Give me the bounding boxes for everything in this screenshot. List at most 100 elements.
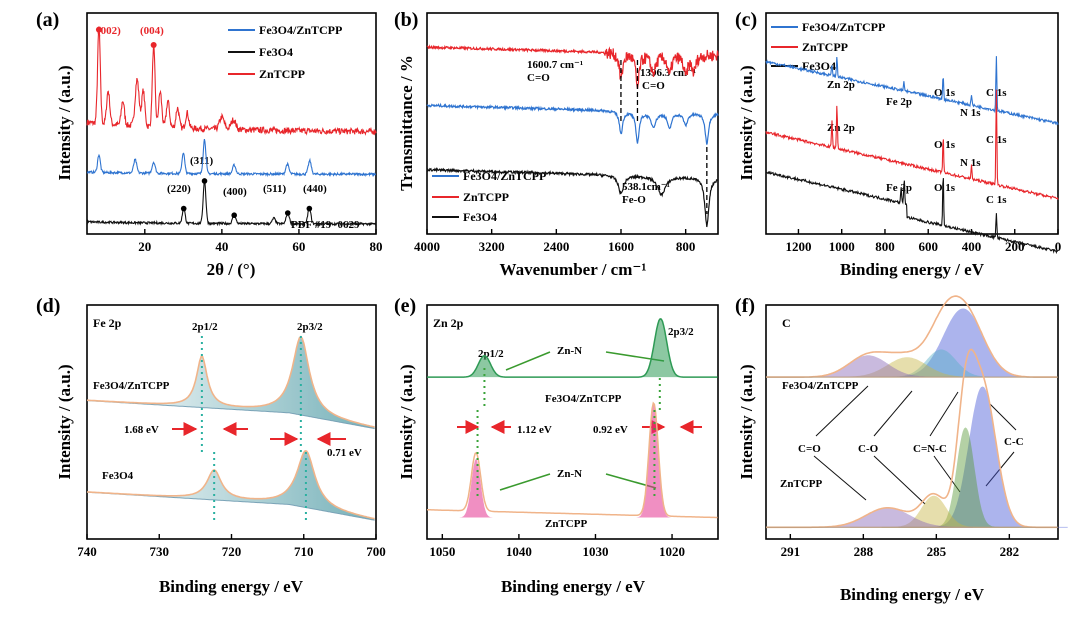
ylabel-a: Intensity / (a.u.): [55, 65, 74, 180]
marker-a-5: [306, 205, 313, 212]
panel-label-d: (d): [36, 295, 60, 317]
label-c-o1s-1: O 1s: [934, 87, 956, 99]
label-1600: 1600.7 cm⁻¹: [527, 59, 583, 71]
panel-label-f: (f): [735, 295, 755, 317]
peak-fill-e-0-1: [638, 318, 684, 378]
xtick-label-a-2: 60: [292, 239, 305, 254]
panel-label-a: (a): [36, 9, 59, 31]
xlabel-c: Binding energy / eV: [840, 260, 985, 279]
label-c-zn2p-1: Zn 2p: [827, 79, 855, 91]
xtick-label-f-0: 291: [781, 544, 801, 559]
xlabel-f: Binding energy / eV: [840, 585, 985, 604]
label-e-znn-2: Zn-N: [557, 468, 582, 480]
xtick-label-c-4: 400: [962, 239, 982, 254]
ylabel-b: Transmittance / %: [397, 55, 416, 191]
label-e-shift-2: 0.92 eV: [593, 424, 628, 436]
label-d-sample-1: Fe3O4/ZnTCPP: [93, 380, 170, 392]
xtick-label-c-0: 1200: [785, 239, 811, 254]
xtick-label-d-2: 720: [222, 544, 242, 559]
envelope-d-0: [86, 335, 375, 428]
series-a-Fe3O4: [86, 179, 377, 227]
label-d-2p12: 2p1/2: [192, 321, 218, 333]
xtick-label-c-3: 600: [918, 239, 938, 254]
xtick-label-d-1: 730: [150, 544, 170, 559]
label-c-zn2p-2: Zn 2p: [827, 122, 855, 134]
panel-label-e: (e): [394, 295, 416, 317]
pointer-f-3: [929, 391, 959, 437]
label-c-n1s-1: N 1s: [960, 107, 981, 119]
panel-label-b: (b): [394, 9, 418, 31]
xtick-label-f-1: 288: [854, 544, 874, 559]
xtick-label-a-1: 40: [215, 239, 228, 254]
series-a-Fe3O4/ZnTCPP: [86, 138, 376, 178]
pointers-f: [813, 385, 1017, 505]
label-002: (002): [97, 25, 121, 37]
area-d-0: [87, 336, 375, 429]
label-538-feo: Fe-O: [622, 194, 646, 206]
plot-frame-f: [765, 304, 1059, 540]
series-b-Fe3O4: [426, 167, 719, 228]
xlabel-e: Binding energy / eV: [501, 577, 646, 596]
pointer-f-7: [933, 455, 961, 493]
marker-a-4: [284, 210, 291, 216]
label-c-c1s-3: C 1s: [986, 194, 1007, 206]
title-d: Fe 2p: [93, 316, 122, 330]
label-c-fe2p-1: Fe 2p: [886, 96, 912, 108]
envelope-e-1: [427, 401, 718, 519]
pointer-f-4: [989, 403, 1017, 431]
xtick-label-d-3: 710: [294, 544, 314, 559]
label-538: 538.1cm⁻¹: [622, 181, 670, 193]
label-311: (311): [190, 155, 214, 167]
label-440: (440): [303, 183, 327, 195]
marker-a-1: [201, 178, 208, 184]
label-c-fe2p-3: Fe 2p: [886, 182, 912, 194]
marker-a-0: [180, 205, 187, 212]
xtick-label-b-4: 800: [676, 239, 696, 254]
xlabel-d: Binding energy / eV: [159, 577, 304, 596]
label-pdf: PDF #19−0629: [291, 219, 360, 231]
label-400: (400): [223, 186, 247, 198]
pointer-e-2a: [499, 473, 551, 491]
xtick-label-c-6: 0: [1055, 239, 1062, 254]
plot-frame-e: [426, 304, 719, 540]
marker-a-red-0: [95, 26, 102, 33]
label-004: (004): [140, 25, 164, 37]
series-b-Fe3O4/ZnTCPP: [426, 102, 719, 145]
ylabel-c: Intensity / (a.u.): [737, 65, 756, 180]
xtick-label-b-0: 4000: [414, 239, 440, 254]
pointer-f-5: [813, 455, 867, 501]
legend-b-item-3: Fe3O4: [463, 210, 497, 224]
xtick-label-e-1: 1040: [506, 544, 532, 559]
xtick-label-b-1: 3200: [479, 239, 505, 254]
label-f-c-o: C-O: [858, 443, 879, 455]
label-d-sample-2: Fe3O4: [102, 470, 134, 482]
title-e: Zn 2p: [433, 316, 464, 330]
area-d-1: [87, 450, 375, 521]
peak-fill-e-0-0: [461, 355, 508, 378]
series-a-ZnTCPP: [86, 26, 377, 136]
label-c-o1s-3: O 1s: [934, 182, 956, 194]
label-f-sample-1: Fe3O4/ZnTCPP: [782, 380, 859, 392]
label-1396-co: C=O: [642, 80, 665, 92]
marker-a-red-1: [150, 42, 157, 49]
label-d-shift-1: 1.68 eV: [124, 424, 159, 436]
legend-a: Fe3O4/ZnTCPP Fe3O4 ZnTCPP: [228, 23, 342, 81]
xtick-label-e-2: 1030: [582, 544, 608, 559]
label-e-sample-1: Fe3O4/ZnTCPP: [545, 393, 622, 405]
xtick-label-d-4: 700: [366, 544, 386, 559]
label-d-2p32: 2p3/2: [297, 321, 323, 333]
component-f-1-1: [881, 427, 1051, 528]
legend-c-item-2: ZnTCPP: [802, 40, 848, 54]
xtick-label-c-5: 200: [1005, 239, 1025, 254]
label-e-znn-1: Zn-N: [557, 345, 582, 357]
panel-label-c: (c): [735, 9, 757, 31]
legend-b: Fe3O4/ZnTCPP ZnTCPP Fe3O4: [432, 169, 546, 224]
label-f-sample-2: ZnTCPP: [780, 478, 822, 490]
label-f-cnc: C=N-C: [913, 443, 947, 455]
label-f-cc: C-C: [1004, 436, 1024, 448]
label-e-2p32: 2p3/2: [668, 326, 694, 338]
label-c-n1s-2: N 1s: [960, 157, 981, 169]
xlabel-b: Wavenumber / cm⁻¹: [500, 260, 647, 279]
label-220: (220): [167, 183, 191, 195]
title-f: C: [782, 316, 791, 330]
